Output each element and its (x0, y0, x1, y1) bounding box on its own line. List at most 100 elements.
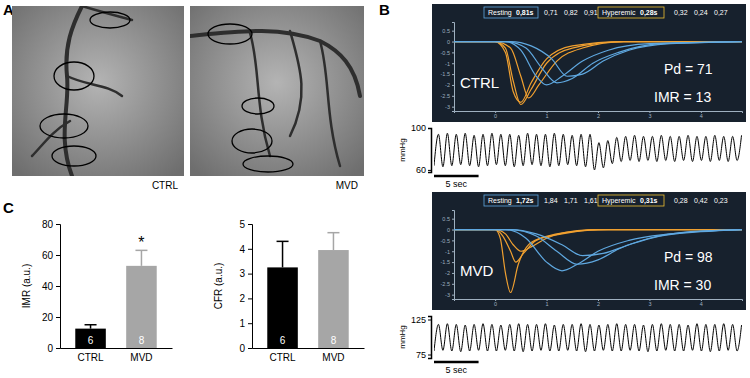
tick-mark (248, 323, 252, 324)
tick-label: 0 (47, 343, 53, 354)
error-bar (85, 325, 97, 329)
sample-size: 8 (139, 335, 145, 346)
annotation: IMR = 30 (654, 277, 711, 293)
tick-label: 3 (648, 113, 651, 119)
series-line (434, 133, 742, 170)
tick: 100 (411, 123, 431, 133)
annotation-circle (54, 62, 94, 90)
tick: 60 (42, 250, 60, 261)
header-box (598, 195, 664, 206)
tick-label: 1 (546, 113, 549, 119)
tick-mark (428, 355, 431, 356)
tick-label: -3 (445, 104, 450, 110)
image-background (190, 6, 364, 176)
tick-mark (452, 219, 454, 220)
header-box (598, 7, 664, 18)
bar (267, 267, 298, 348)
tick-mark (56, 286, 60, 287)
tick: 60 (416, 165, 431, 175)
sample-size: 6 (88, 335, 94, 346)
header-label: Resting (488, 9, 512, 17)
sample-size: 6 (280, 335, 286, 346)
tick: 40 (42, 281, 60, 292)
header-label: Resting (488, 197, 512, 205)
error-bar-cap (277, 241, 289, 243)
tick-label: -2.5 (441, 281, 450, 287)
tick-mark (452, 273, 454, 274)
axis-line (61, 348, 173, 349)
axis-line (452, 211, 455, 300)
image-caption: MVD (336, 180, 358, 191)
tick: 1 (546, 299, 549, 307)
tick-label: -1 (445, 249, 450, 255)
plot-area (454, 230, 742, 293)
tick-label: -3 (445, 292, 450, 298)
tick-label: -0.5 (441, 50, 450, 56)
header-value: 0,32 (674, 9, 688, 16)
header-value: 1,71 (564, 197, 578, 204)
tick: -1 (445, 249, 454, 255)
tick-label: 125 (411, 315, 426, 325)
tick-label: 5 (239, 219, 245, 230)
tick-mark (428, 320, 431, 321)
header-mean: 0,28s (640, 9, 658, 17)
error-bar-cap (85, 324, 97, 326)
tick-mark (248, 298, 252, 299)
axis-line (452, 23, 455, 112)
tick-label: -1 (445, 61, 450, 67)
header-value: 0,91 (584, 9, 598, 16)
tick-mark (452, 107, 454, 108)
scale-bar-label: 5 sec (446, 179, 468, 189)
header-value: 0,71 (544, 9, 558, 16)
header-value: 0,23 (714, 197, 728, 204)
x-axis: 01234 (455, 299, 743, 307)
tick-mark (56, 348, 60, 349)
y-axis: 60 100 (411, 123, 432, 175)
tick: -2.5 (441, 93, 454, 99)
tick-label: 0 (447, 39, 450, 45)
tick: -1 (445, 61, 454, 67)
bar-chart: 68012345CTRLMVDCFR (a.u.) (213, 219, 365, 363)
tick-mark (452, 31, 454, 32)
tick-mark (428, 128, 431, 129)
panel-label: C (3, 199, 14, 216)
header-value: 0,27 (714, 9, 728, 16)
vessel (67, 76, 122, 96)
header-value: 0,24 (694, 9, 708, 16)
header-value: 0,82 (564, 9, 578, 16)
tick-label: -1.5 (441, 259, 450, 265)
header-box (484, 195, 538, 206)
plot-area (434, 133, 742, 170)
y-axis: 0.50-0.5-1-1.5-2-2.5-3 (441, 211, 455, 300)
tick: 0 (239, 343, 252, 354)
y-axis: 0.50-0.5-1-1.5-2-2.5-3 (441, 23, 455, 112)
tick-label: 0 (239, 343, 245, 354)
tick-label: 20 (42, 312, 54, 323)
tick: 5 (239, 219, 252, 230)
tick-label: 0.5 (442, 28, 450, 34)
vessel (320, 41, 340, 166)
plot-area (454, 42, 742, 105)
series-line (434, 324, 742, 352)
axis-title: mmHg (398, 325, 407, 349)
tick-mark (248, 249, 252, 250)
tick: 0 (494, 111, 497, 119)
tick: 80 (42, 219, 60, 230)
header-mean: 1,72s (516, 197, 534, 205)
header-box (484, 7, 538, 18)
tick: MVD (130, 348, 152, 363)
image-caption: CTRL (152, 180, 179, 191)
pressure-trace: 60100mmHg5 sec (398, 123, 742, 189)
tick-label: 75 (416, 350, 426, 360)
error-bar-cap (327, 232, 339, 234)
tick: 0 (47, 343, 60, 354)
thermodilution-chart: 0.50-0.5-1-1.5-2-2.5-301234Resting1,72s1… (432, 192, 746, 310)
tick: 2 (597, 111, 600, 119)
tick-label: 80 (42, 219, 54, 230)
annotation: Pd = 71 (664, 61, 713, 77)
y-axis: 012345 (239, 219, 252, 354)
tick-mark (452, 240, 454, 241)
tick-mark (452, 85, 454, 86)
axis-title: IMR (a.u.) (21, 264, 32, 308)
annotation: Pd = 98 (664, 249, 713, 265)
